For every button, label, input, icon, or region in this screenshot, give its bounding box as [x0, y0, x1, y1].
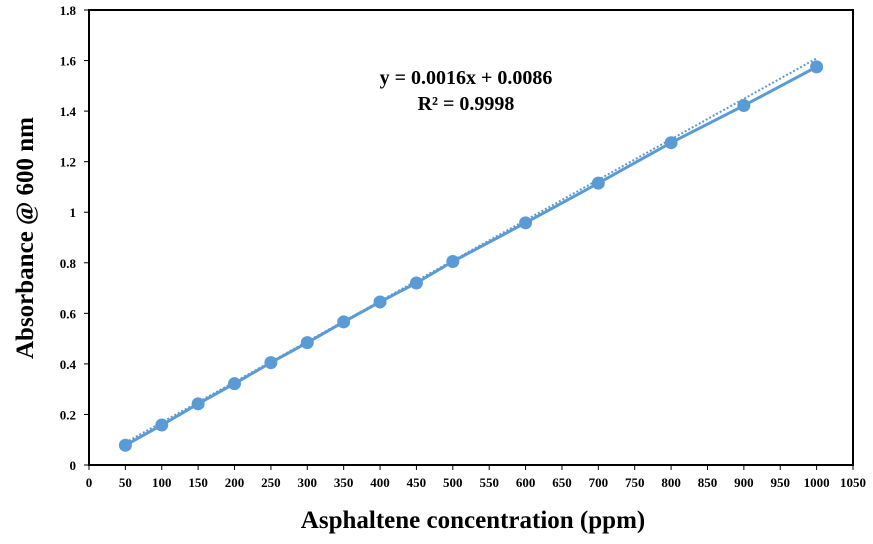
x-tick-label: 800 [661, 475, 681, 490]
data-point [810, 60, 824, 74]
x-tick-label: 700 [589, 475, 609, 490]
plot-area [88, 9, 854, 466]
x-tick-label: 200 [225, 475, 245, 490]
r-squared-text: R² = 0.9998 [418, 93, 515, 115]
data-point [118, 438, 132, 452]
y-tick-label: 1.2 [60, 155, 76, 170]
y-tick-label: 0.8 [60, 256, 77, 271]
data-point [664, 136, 678, 150]
equation-text: y = 0.0016x + 0.0086 [380, 67, 553, 89]
y-tick-label: 0.6 [60, 306, 77, 321]
y-tick-label: 1.8 [60, 3, 77, 18]
x-tick-label: 500 [443, 475, 463, 490]
tick-layer: 0 50 100 150 200 250 300 350 400 450 500 550 600 650 7… [60, 3, 866, 490]
x-tick-label: 550 [479, 475, 499, 490]
x-tick-label: 0 [86, 475, 93, 490]
y-tick-label: 0.2 [60, 407, 76, 422]
y-tick-label: 1.4 [60, 104, 77, 119]
data-point [228, 377, 242, 391]
x-tick-label: 1000 [804, 475, 830, 490]
x-tick-label: 1050 [840, 475, 866, 490]
x-tick-label: 600 [516, 475, 536, 490]
data-point [191, 397, 205, 411]
x-tick-label: 300 [298, 475, 318, 490]
data-point [446, 255, 460, 269]
y-tick-label: 1 [70, 205, 77, 220]
x-tick-label: 100 [152, 475, 172, 490]
data-point [591, 176, 605, 190]
x-tick-label: 900 [734, 475, 754, 490]
x-tick-label: 250 [261, 475, 281, 490]
x-tick-label: 650 [552, 475, 572, 490]
y-axis-title: Absorbance @ 600 nm [12, 117, 39, 359]
x-tick-label: 150 [188, 475, 208, 490]
x-tick-label: 50 [119, 475, 132, 490]
x-tick-label: 450 [407, 475, 427, 490]
series-layer [118, 60, 824, 452]
y-tick-label: 0.4 [60, 357, 77, 372]
data-point [300, 336, 314, 350]
x-tick-label: 750 [625, 475, 645, 490]
x-tick-label: 950 [770, 475, 790, 490]
data-point [737, 99, 751, 113]
data-point [155, 418, 169, 432]
data-point [409, 276, 423, 290]
x-tick-label: 350 [334, 475, 354, 490]
x-tick-label: 850 [698, 475, 718, 490]
x-axis-title: Asphaltene concentration (ppm) [301, 507, 645, 534]
y-tick-label: 0 [70, 458, 77, 473]
data-point [519, 216, 533, 230]
y-tick-label: 1.6 [60, 54, 77, 69]
data-point [373, 295, 387, 309]
data-point [264, 356, 278, 370]
x-tick-label: 400 [370, 475, 390, 490]
data-point [337, 315, 351, 329]
